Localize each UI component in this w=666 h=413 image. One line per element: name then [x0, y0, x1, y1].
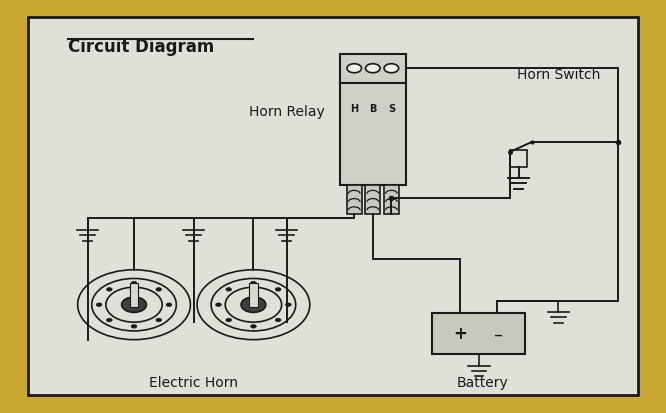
Text: +: +	[454, 325, 468, 343]
Circle shape	[131, 325, 137, 328]
Circle shape	[216, 303, 221, 307]
Circle shape	[286, 303, 291, 307]
Circle shape	[122, 297, 147, 313]
Circle shape	[275, 318, 281, 322]
Circle shape	[156, 318, 162, 322]
Text: H: H	[350, 104, 358, 114]
FancyBboxPatch shape	[340, 83, 406, 186]
FancyBboxPatch shape	[249, 283, 258, 307]
FancyBboxPatch shape	[340, 55, 406, 83]
Text: Horn Switch: Horn Switch	[517, 68, 600, 82]
FancyBboxPatch shape	[130, 283, 139, 307]
Text: Electric Horn: Electric Horn	[149, 375, 238, 389]
FancyBboxPatch shape	[366, 186, 380, 215]
Circle shape	[107, 318, 112, 322]
FancyBboxPatch shape	[432, 313, 525, 354]
Circle shape	[250, 325, 256, 328]
Text: S: S	[388, 104, 395, 114]
Circle shape	[131, 282, 137, 285]
Circle shape	[226, 318, 232, 322]
FancyBboxPatch shape	[28, 18, 638, 395]
Text: Battery: Battery	[456, 375, 508, 389]
Circle shape	[107, 288, 112, 292]
Text: –: –	[493, 325, 502, 343]
Circle shape	[275, 288, 281, 292]
Circle shape	[97, 303, 102, 307]
Text: B: B	[369, 104, 376, 114]
Circle shape	[156, 288, 162, 292]
Text: Circuit Diagram: Circuit Diagram	[68, 38, 214, 56]
Circle shape	[241, 297, 266, 313]
Circle shape	[384, 64, 399, 74]
FancyBboxPatch shape	[347, 186, 362, 215]
FancyBboxPatch shape	[384, 186, 399, 215]
FancyBboxPatch shape	[510, 151, 527, 167]
Circle shape	[250, 282, 256, 285]
Circle shape	[226, 288, 232, 292]
Circle shape	[366, 64, 380, 74]
Circle shape	[166, 303, 172, 307]
Circle shape	[347, 64, 362, 74]
Text: Horn Relay: Horn Relay	[248, 105, 324, 119]
